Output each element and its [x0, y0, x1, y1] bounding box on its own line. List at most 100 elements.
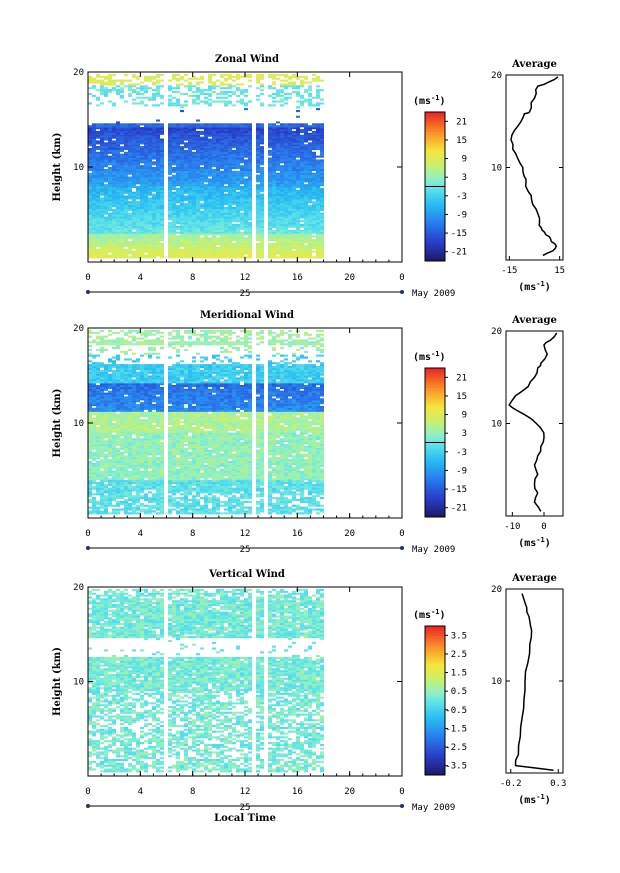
heat-cell	[88, 331, 92, 334]
heat-cell	[96, 426, 100, 429]
heat-cell	[240, 241, 244, 244]
heat-cell	[108, 77, 112, 80]
x-tick-label: 16	[292, 273, 303, 283]
heat-cell	[192, 233, 196, 236]
heat-cell	[288, 248, 292, 251]
heat-cell	[304, 172, 308, 175]
heat-cell	[280, 206, 284, 209]
heat-cell	[92, 430, 96, 433]
heat-cell	[276, 174, 280, 177]
heat-cell	[88, 396, 92, 399]
heat-cell	[296, 149, 300, 152]
heat-cell	[88, 424, 92, 427]
heat-cell	[140, 153, 144, 156]
heat-cell	[216, 176, 220, 179]
heat-cell	[100, 227, 104, 230]
heat-cell	[280, 94, 284, 97]
heat-cell	[120, 96, 124, 99]
heat-cell	[220, 250, 224, 253]
heat-cell	[156, 87, 160, 90]
heat-cell	[188, 159, 192, 162]
heat-cell	[92, 203, 96, 206]
heat-cell	[100, 379, 104, 382]
heat-cell	[144, 142, 148, 145]
heat-cell	[276, 159, 280, 162]
heat-cell	[124, 176, 128, 179]
heat-cell	[176, 237, 180, 240]
heat-cell	[88, 453, 92, 456]
heat-cell	[156, 193, 160, 196]
heat-cell	[288, 205, 292, 208]
heat-cell	[96, 421, 100, 424]
heat-cell	[104, 83, 108, 86]
heat-cell	[296, 77, 300, 80]
heat-cell	[292, 212, 296, 215]
heat-cell	[128, 189, 132, 192]
heat-cell	[300, 180, 304, 183]
heat-cell	[240, 248, 244, 251]
heat-cell	[100, 373, 104, 376]
heat-cell	[152, 142, 156, 145]
heat-cell	[112, 159, 116, 162]
heat-cell	[308, 191, 312, 194]
heat-cell	[132, 191, 136, 194]
heat-cell	[152, 157, 156, 160]
heat-cell	[88, 210, 92, 213]
heat-cell	[160, 246, 164, 249]
heat-cell	[316, 163, 320, 166]
heat-cell	[208, 129, 212, 132]
heat-cell	[200, 206, 204, 209]
heat-cell	[320, 161, 324, 164]
heat-cell	[100, 130, 104, 133]
heat-cell	[260, 235, 264, 238]
heat-cell	[144, 155, 148, 158]
heat-cell	[232, 163, 236, 166]
heat-cell	[228, 186, 232, 189]
heat-cell	[104, 464, 108, 467]
heat-cell	[312, 214, 316, 217]
heat-cell	[188, 229, 192, 232]
heat-cell	[128, 212, 132, 215]
heat-cell	[168, 208, 172, 211]
heat-cell	[232, 174, 236, 177]
heat-cell	[316, 229, 320, 232]
heat-cell	[308, 244, 312, 247]
heat-cell	[100, 419, 104, 422]
heat-cell	[220, 134, 224, 137]
heat-cell	[276, 165, 280, 168]
heat-cell	[204, 212, 208, 215]
heat-cell	[156, 225, 160, 228]
heat-cell	[156, 127, 160, 130]
heat-cell	[100, 366, 104, 369]
heat-cell	[304, 246, 308, 249]
heat-cell	[236, 218, 240, 221]
heat-cell	[196, 212, 200, 215]
heat-cell	[316, 252, 320, 255]
heat-cell	[208, 210, 212, 213]
heat-cell	[148, 237, 152, 240]
heat-cell	[268, 210, 272, 213]
heat-cell	[232, 123, 236, 126]
heat-cell	[88, 140, 92, 143]
heat-cell	[160, 214, 164, 217]
heat-cell	[92, 167, 96, 170]
heat-cell	[124, 144, 128, 147]
heat-cell	[140, 218, 144, 221]
heat-cell	[188, 195, 192, 198]
heat-cell	[180, 197, 184, 200]
heat-cell	[188, 248, 192, 251]
heat-cell	[256, 146, 260, 149]
heat-cell	[128, 186, 132, 189]
heat-cell	[256, 167, 260, 170]
heat-cell	[140, 233, 144, 236]
heat-cell	[280, 239, 284, 242]
heat-cell	[208, 237, 212, 240]
heat-cell	[236, 182, 240, 185]
heat-cell	[220, 130, 224, 133]
heat-cell	[200, 227, 204, 230]
heat-cell	[228, 178, 232, 181]
heat-cell	[88, 182, 92, 185]
heat-cell	[228, 102, 232, 105]
heat-cell	[292, 151, 296, 154]
heat-cell	[108, 411, 112, 414]
